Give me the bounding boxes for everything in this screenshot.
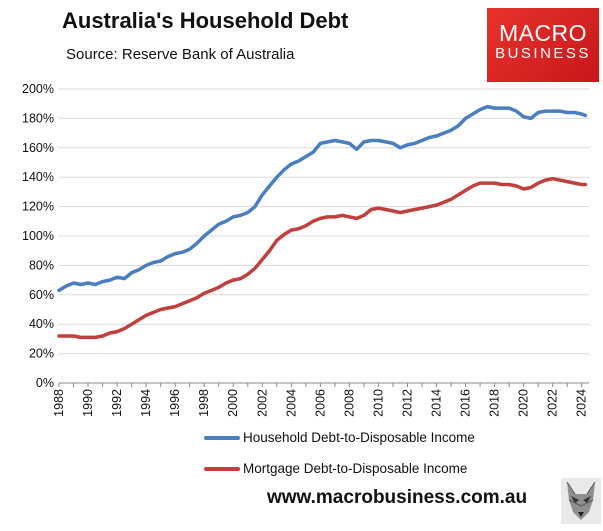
y-tick-label: 60%	[29, 288, 54, 302]
x-tick-label: 2002	[255, 389, 269, 417]
legend-item-household: Household Debt-to-Disposable Income	[204, 430, 475, 445]
x-tick-label: 2010	[371, 389, 385, 417]
chart-title: Australia's Household Debt	[62, 8, 349, 33]
y-axis-ticks: 0% 20% 40% 60% 80% 100% 120% 140% 160% 180% 200%	[22, 82, 54, 390]
series-lines	[57, 104, 588, 340]
x-tick-label: 2014	[430, 389, 444, 417]
line-chart: 0% 20% 40% 60% 80% 100% 120% 140% 160% 180% 200% 1…	[22, 82, 589, 417]
y-tick-label: 0%	[36, 376, 54, 390]
legend-item-mortgage: Mortgage Debt-to-Disposable Income	[204, 461, 467, 476]
x-tick-label: 1996	[168, 389, 182, 417]
legend-swatch-mortgage	[204, 466, 240, 471]
x-tick-label: 2022	[546, 389, 560, 417]
wolf-icon	[561, 478, 601, 524]
x-tick-label: 2006	[313, 389, 327, 417]
legend-label-household: Household Debt-to-Disposable Income	[243, 430, 475, 445]
y-tick-label: 140%	[22, 170, 54, 184]
logo-line-1: MACRO	[498, 20, 588, 46]
y-tick-label: 200%	[22, 82, 54, 96]
x-tick-label: 2024	[575, 389, 589, 417]
mortgage-debt-line	[57, 176, 588, 340]
x-tick-label: 2012	[400, 389, 414, 417]
legend-label-mortgage: Mortgage Debt-to-Disposable Income	[243, 461, 468, 476]
y-tick-label: 180%	[22, 111, 54, 125]
gridlines	[59, 88, 589, 355]
y-tick-label: 100%	[22, 229, 54, 243]
x-tick-label: 2008	[342, 389, 356, 417]
household-debt-line	[57, 104, 588, 293]
x-tick-label: 2016	[459, 389, 473, 417]
x-axis: 1988 1990 1992 1994 1996 1998 2000 2002 2004 2006…	[52, 382, 589, 417]
x-tick-label: 1990	[81, 389, 95, 417]
x-tick-label: 2020	[517, 389, 531, 417]
x-tick-label: 1988	[52, 389, 66, 417]
y-tick-label: 120%	[22, 200, 54, 214]
x-tick-label: 1998	[197, 389, 211, 417]
macrobusiness-logo: MACRO BUSINESS	[487, 8, 599, 82]
x-tick-label: 2000	[226, 389, 240, 417]
website-url: www.macrobusiness.com.au	[267, 487, 528, 508]
x-tick-label: 2018	[488, 389, 502, 417]
logo-line-2: BUSINESS	[495, 45, 591, 62]
y-tick-label: 20%	[29, 347, 54, 361]
chart-subtitle: Source: Reserve Bank of Australia	[66, 46, 295, 63]
x-tick-label: 1992	[110, 389, 124, 417]
legend-swatch-household	[204, 435, 240, 440]
y-tick-label: 40%	[29, 317, 54, 331]
y-tick-label: 160%	[22, 141, 54, 155]
x-tick-label: 1994	[139, 389, 153, 417]
y-tick-label: 80%	[29, 258, 54, 272]
x-tick-label: 2004	[284, 389, 298, 417]
